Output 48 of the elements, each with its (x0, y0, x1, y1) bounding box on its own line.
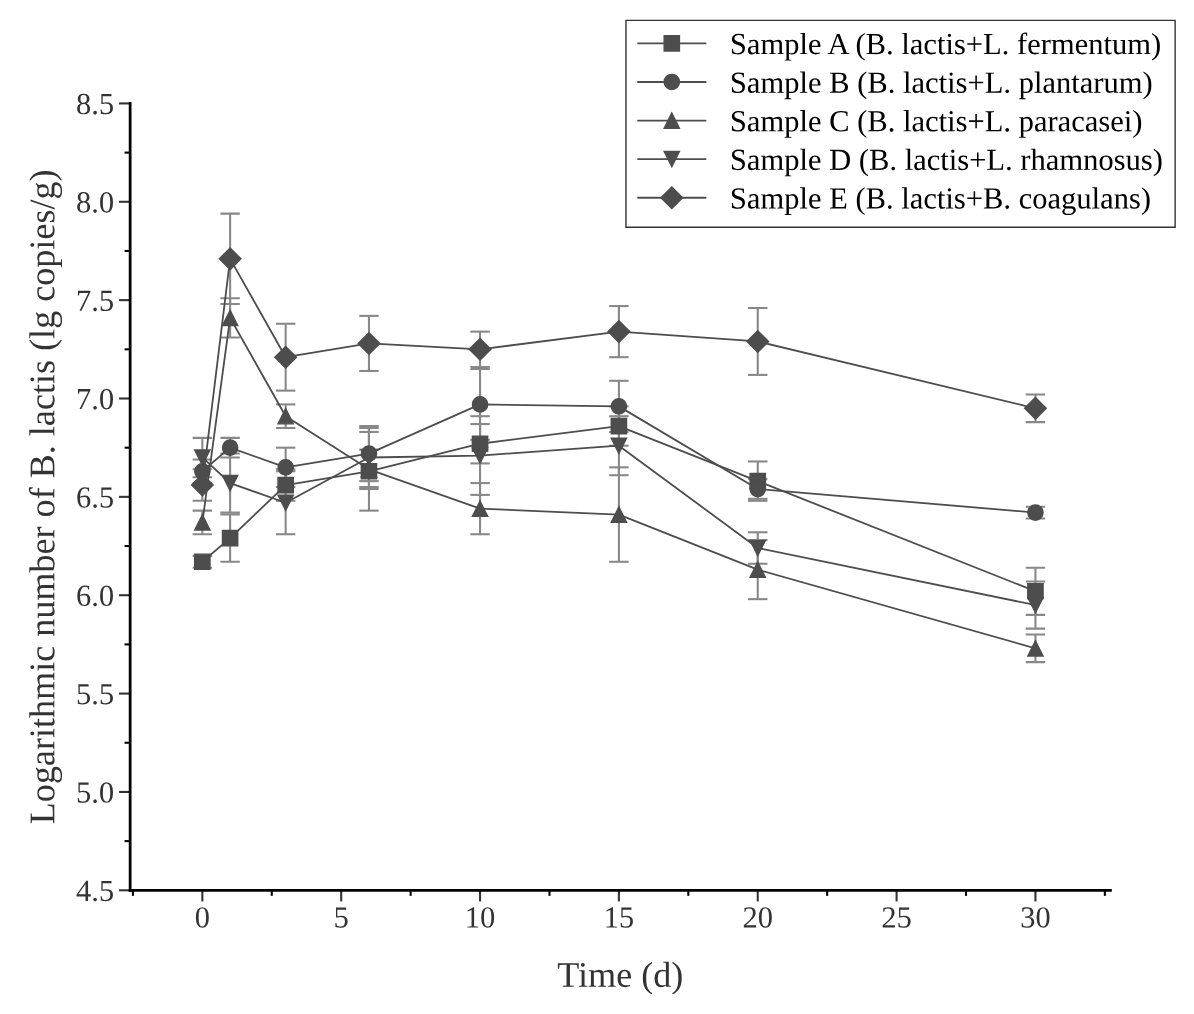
point (746, 329, 770, 353)
point (610, 417, 628, 435)
legend-label: Sample A (B. lactis+L. fermentum) (731, 32, 1160, 61)
legend-label: Sample B (B. lactis+L. plantarum) (731, 71, 1152, 100)
y-axis-title: Logarithmic number of B. lactis (lg copies/g) (28, 171, 63, 824)
point (607, 320, 631, 344)
point (277, 459, 294, 476)
y-tick-label: 5.5 (77, 684, 113, 705)
point (471, 396, 489, 413)
point (194, 514, 211, 531)
x-tick-label: 10 (467, 907, 495, 928)
point (610, 437, 628, 455)
point (749, 561, 767, 578)
x-tick-label: 5 (335, 907, 348, 928)
y-tick-label: 5.0 (77, 782, 114, 803)
legend-label: Sample D (B. lactis+L. rhamnosus) (731, 148, 1162, 177)
point (277, 476, 294, 494)
y-tick-label: 7.0 (77, 388, 114, 410)
x-tick-label: 20 (743, 907, 772, 928)
point (749, 539, 767, 557)
point (221, 474, 239, 492)
point (218, 247, 242, 271)
point (221, 529, 239, 547)
point (1027, 639, 1044, 657)
x-tick-label: 15 (606, 907, 633, 928)
y-tick-label: 7.5 (77, 290, 113, 312)
point (468, 337, 492, 361)
y-tick-label: 4.5 (76, 880, 113, 902)
x-tick-label: 30 (1021, 907, 1050, 928)
y-tick-label: 6.5 (77, 487, 113, 508)
point (277, 407, 294, 425)
point (610, 506, 628, 523)
point (221, 309, 239, 327)
y-tick-label: 8.5 (77, 93, 113, 115)
point (277, 494, 294, 512)
legend-label: Sample C (B. lactis+L. paracasei) (731, 110, 1142, 138)
point (471, 500, 489, 517)
point (357, 331, 381, 355)
point (274, 345, 298, 369)
point (471, 447, 489, 464)
y-tick-label: 8.0 (77, 192, 114, 213)
point (610, 398, 628, 415)
legend-label: Sample E (B. lactis+B. coagulans) (731, 187, 1150, 216)
point (1027, 596, 1044, 614)
x-tick-label: 25 (882, 907, 911, 928)
y-tick-label: 6.0 (77, 585, 114, 607)
x-axis-title: Time (d) (557, 961, 682, 995)
x-tick-label: 0 (195, 907, 209, 928)
